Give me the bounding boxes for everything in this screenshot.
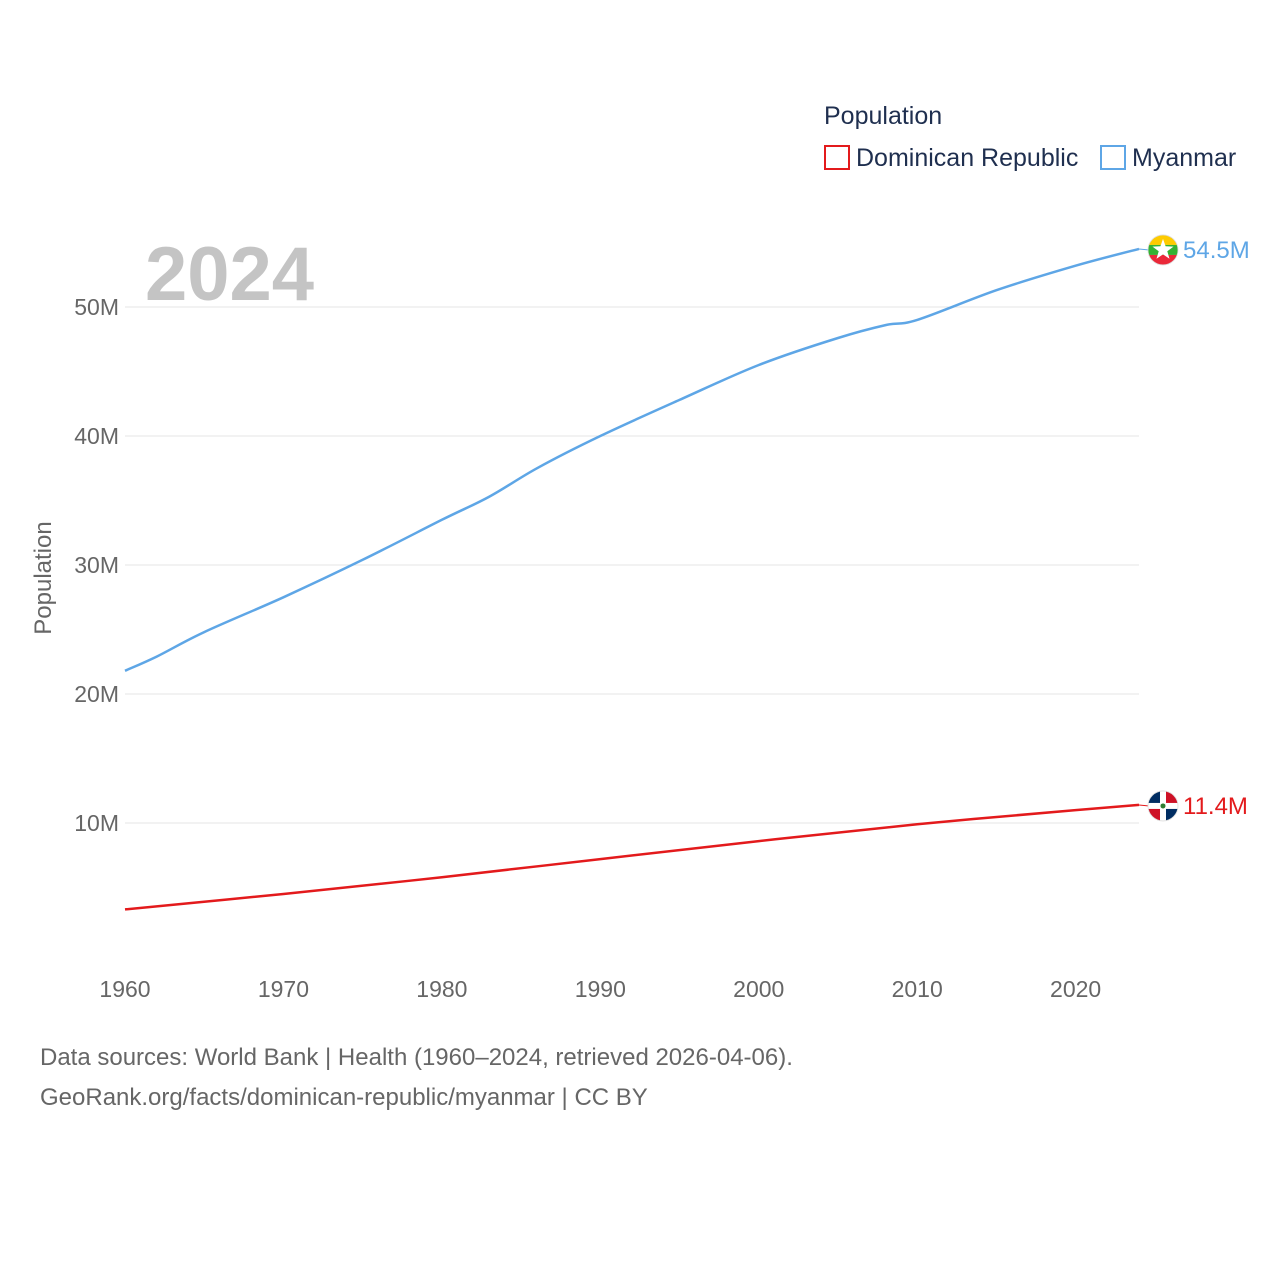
x-tick-label: 1970 — [258, 976, 309, 1002]
x-axis-ticks: 1960 1970 1980 1990 2000 2010 2020 — [99, 976, 1101, 1002]
end-labels: 11.4M 54.5M — [1138, 234, 1250, 822]
end-connector — [1138, 804, 1150, 807]
end-value-myanmar: 54.5M — [1183, 237, 1250, 264]
end-connector — [1138, 248, 1150, 251]
year-label: 2024 — [145, 232, 314, 317]
legend-title: Population — [824, 102, 942, 130]
y-tick-label: 30M — [74, 552, 119, 578]
legend-swatch-myanmar[interactable] — [1100, 145, 1126, 170]
y-tick-label: 50M — [74, 294, 119, 320]
legend-label-myanmar[interactable]: Myanmar — [1132, 144, 1236, 172]
gridlines — [125, 306, 1139, 824]
x-tick-label: 2000 — [733, 976, 784, 1002]
legend-label-dominican-republic[interactable]: Dominican Republic — [856, 144, 1078, 172]
x-tick-label: 1980 — [416, 976, 467, 1002]
series-line-myanmar[interactable] — [124, 247, 1140, 672]
x-tick-label: 1960 — [99, 976, 150, 1002]
footer-source: Data sources: World Bank | Health (1960–… — [40, 1044, 793, 1071]
y-axis-ticks: 10M 20M 30M 40M 50M — [74, 294, 119, 836]
legend: Population Dominican Republic Myanmar — [824, 102, 1236, 172]
legend-swatch-dominican-republic[interactable] — [824, 145, 850, 170]
y-tick-label: 40M — [74, 423, 119, 449]
end-value-dominican-republic: 11.4M — [1183, 793, 1248, 820]
series-lines — [124, 247, 1140, 911]
footer-link[interactable]: GeoRank.org/facts/dominican-republic/mya… — [40, 1084, 648, 1111]
x-tick-label: 2010 — [892, 976, 943, 1002]
y-tick-label: 20M — [74, 681, 119, 707]
y-axis-label: Population — [30, 521, 57, 634]
x-tick-label: 1990 — [575, 976, 626, 1002]
y-tick-label: 10M — [74, 810, 119, 836]
x-tick-label: 2020 — [1050, 976, 1101, 1002]
myanmar-flag-icon — [1147, 234, 1179, 266]
series-line-dominican-republic[interactable] — [124, 803, 1140, 911]
dominican-republic-flag-icon — [1147, 790, 1179, 822]
